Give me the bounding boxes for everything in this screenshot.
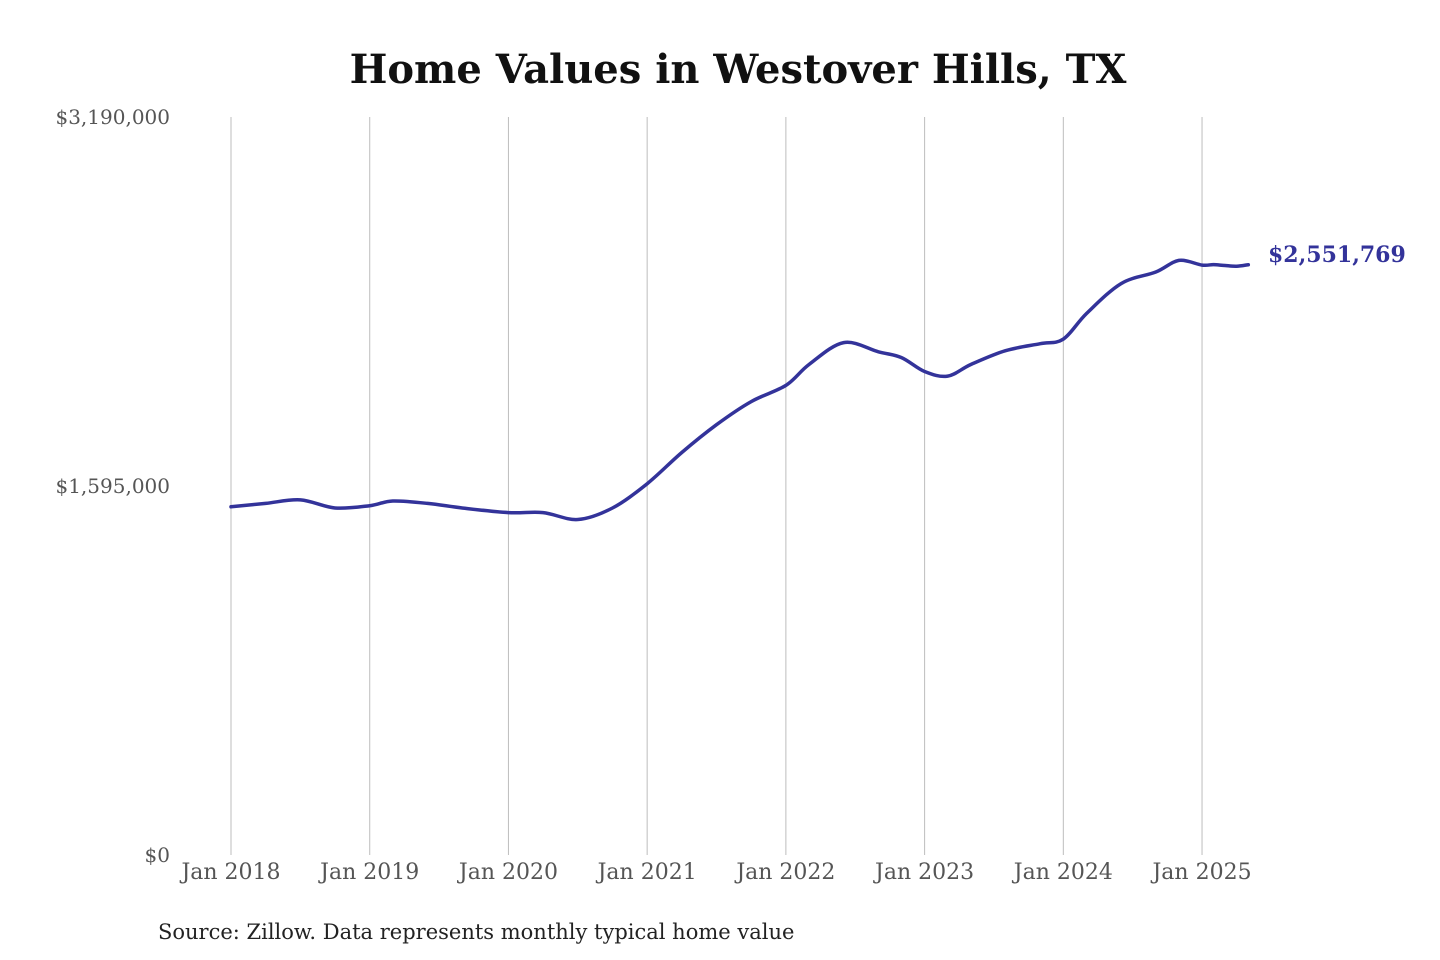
chart-title: Home Values in Westover Hills, TX (350, 46, 1127, 93)
x-tick-label: Jan 2020 (457, 860, 558, 885)
source-note: Source: Zillow. Data represents monthly … (158, 920, 794, 944)
x-tick-label: Jan 2021 (596, 860, 697, 885)
x-tick-label: Jan 2019 (318, 860, 419, 885)
gridlines (230, 117, 1203, 855)
x-tick-label: Jan 2023 (873, 860, 974, 885)
x-tick-label: Jan 2022 (734, 860, 835, 885)
latest-value-label: $2,551,769 (1268, 242, 1406, 268)
home-value-line (229, 258, 1251, 522)
y-tick-label: $3,190,000 (55, 105, 170, 129)
x-tick-label: Jan 2025 (1150, 860, 1251, 885)
x-tick-label: Jan 2018 (179, 860, 280, 885)
x-axis-ticks: Jan 2018 Jan 2019 Jan 2020 Jan 2021 Jan 2022… (179, 860, 1251, 885)
x-tick-label: Jan 2024 (1012, 860, 1113, 885)
y-tick-label: $0 (145, 843, 170, 867)
y-axis-ticks: $0 $1,595,000 $3,190,000 (55, 105, 170, 867)
y-tick-label: $1,595,000 (55, 474, 170, 498)
